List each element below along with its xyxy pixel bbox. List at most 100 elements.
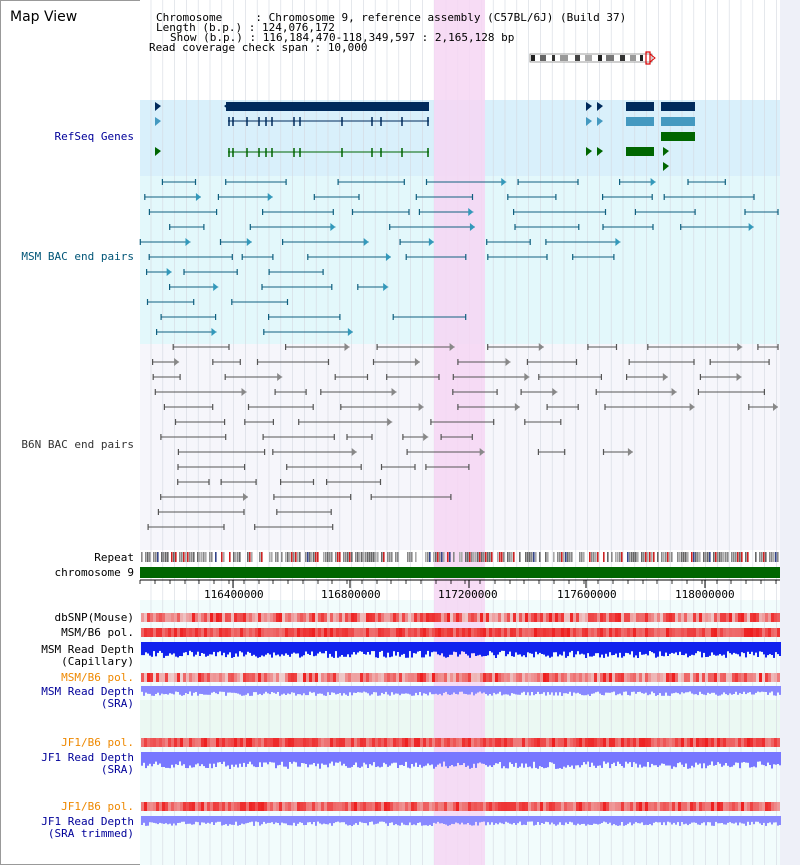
pol-cell [726,673,729,682]
depth-bar [287,642,289,655]
pol-cell [432,738,435,747]
depth-bar [653,752,655,766]
pol-cell [663,738,666,747]
depth-bar [545,642,547,657]
pol-cell [420,613,423,622]
repeat-mark [721,552,723,562]
depth-bar [447,816,449,826]
depth-bar [535,752,537,768]
depth-bar [705,816,707,826]
depth-bar [219,752,221,763]
pol-cell [150,673,153,682]
pol-cell [180,738,183,747]
bac-end-arrow [423,433,429,441]
depth-bar [657,642,659,657]
depth-bar [737,642,739,655]
depth-bar [589,686,591,696]
repeat-mark [649,552,651,562]
depth-bar [241,752,243,767]
depth-bar [453,686,455,693]
depth-bar [539,642,541,653]
depth-bar [307,686,309,696]
depth-bar [777,642,779,655]
pol-cell [534,628,537,637]
pol-cell [687,802,690,811]
pol-cell [501,673,504,682]
depth-bar [355,752,357,763]
selected-region-highlight [434,0,485,865]
depth-bar [775,686,777,696]
track-label-jf1-depth-trimmed[interactable]: JF1 Read Depth [41,815,134,828]
pol-cell [579,738,582,747]
pol-cell [258,738,261,747]
depth-bar [645,686,647,693]
depth-bar [599,752,601,766]
depth-bar [287,752,289,769]
track-label-b6n-bac[interactable]: B6N BAC end pairs [21,438,134,451]
track-label-dbsnp[interactable]: dbSNP(Mouse) [54,611,134,624]
pol-cell [630,673,633,682]
pol-cell [417,628,420,637]
depth-bar [413,816,415,825]
depth-bar [329,752,331,764]
pol-cell [678,673,681,682]
pol-cell [288,613,291,622]
pol-cell [651,613,654,622]
pol-cell [519,673,522,682]
repeat-mark [525,552,527,562]
depth-bar [399,642,401,657]
repeat-mark [699,552,701,562]
pol-cell [654,738,657,747]
pol-cell [441,628,444,637]
pol-cell [711,802,714,811]
pol-cell [354,738,357,747]
depth-bar [181,642,183,657]
track-label-msm-b6-pol-1[interactable]: MSM/B6 pol. [61,626,134,639]
pol-cell [429,738,432,747]
depth-bar [559,816,561,823]
depth-bar [407,686,409,694]
pol-cell [546,613,549,622]
pol-cell [585,802,588,811]
track-label-msm-b6-pol-2[interactable]: MSM/B6 pol. [61,671,134,684]
repeat-mark [363,552,365,562]
depth-bar [617,816,619,826]
track-label-jf1-depth-sra[interactable]: JF1 Read Depth [41,751,134,764]
track-label-jf1-b6-pol-2[interactable]: JF1/B6 pol. [61,800,134,813]
track-label-refseq[interactable]: RefSeq Genes [54,130,134,143]
pol-cell [507,613,510,622]
pol-cell [306,738,309,747]
pol-cell [579,613,582,622]
depth-bar [733,642,735,653]
repeat-mark [183,552,185,562]
depth-bar [247,752,249,764]
repeat-mark [553,552,555,562]
track-label-msm-depth-sra[interactable]: MSM Read Depth [41,685,134,698]
pol-cell [456,802,459,811]
pol-cell [285,802,288,811]
pol-cell [684,738,687,747]
pol-cell [243,628,246,637]
track-label-repeat[interactable]: Repeat [94,551,134,564]
header-length: Length (b.p.) : 124,076,172 [156,21,335,34]
pol-cell [714,802,717,811]
depth-bar [285,686,287,695]
track-label-msm-depth-capillary[interactable]: MSM Read Depth [41,643,134,656]
pol-cell [585,673,588,682]
depth-bar [327,686,329,693]
track-label-msm-bac[interactable]: MSM BAC end pairs [21,250,134,263]
pol-cell [393,738,396,747]
repeat-mark [533,552,535,562]
track-label-jf1-b6-pol-1[interactable]: JF1/B6 pol. [61,736,134,749]
depth-bar [443,752,445,762]
depth-bar [297,642,299,654]
repeat-mark [737,552,739,562]
pol-cell [489,673,492,682]
depth-bar [397,816,399,826]
pol-cell [549,802,552,811]
pol-cell [729,802,732,811]
depth-bar [197,686,199,696]
depth-bar [717,642,719,656]
depth-bar [403,752,405,766]
